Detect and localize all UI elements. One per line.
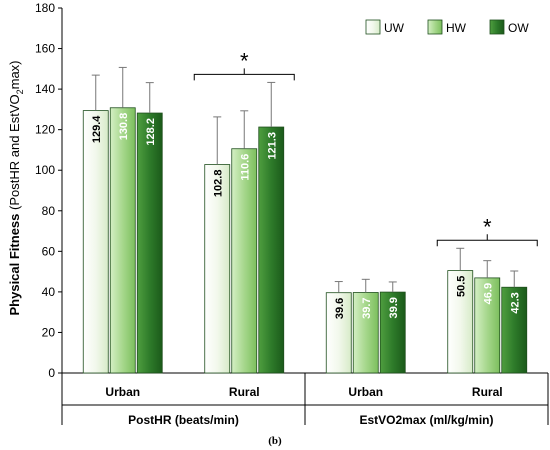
bar [82, 110, 109, 374]
bar [501, 286, 528, 374]
significance-star: * [240, 48, 249, 73]
y-tick-label: 140 [35, 82, 55, 96]
y-axis-label: Physical Fitness (PostHR and EstVO2max) [7, 60, 25, 315]
data-label: 46.9 [482, 283, 494, 304]
x-category-label: Rural [472, 385, 503, 399]
y-tick-label: 40 [42, 285, 56, 299]
x-category-label: Urban [348, 385, 383, 399]
data-label: 110.6 [239, 154, 251, 181]
data-label: 128.2 [145, 118, 157, 146]
x-category-label: Urban [105, 385, 140, 399]
bar [352, 292, 379, 374]
bar [325, 292, 352, 374]
legend-swatch [489, 19, 505, 35]
data-label: 102.8 [212, 170, 224, 198]
data-label: 42.3 [509, 292, 521, 313]
data-label: 121.3 [266, 132, 278, 160]
y-tick-label: 160 [35, 42, 55, 56]
bar [379, 291, 406, 374]
data-label: 129.4 [91, 115, 103, 143]
legend-label: HW [446, 21, 467, 35]
bar [204, 164, 231, 374]
significance-bracket [193, 68, 295, 81]
data-label: 50.5 [455, 276, 467, 297]
bar [258, 126, 285, 374]
y-tick-label: 180 [35, 1, 55, 15]
bar [231, 148, 258, 374]
legend-swatch [427, 19, 443, 35]
data-label: 39.7 [361, 297, 373, 318]
y-tick-label: 80 [42, 204, 56, 218]
y-tick-label: 100 [35, 163, 55, 177]
x-category-label: Rural [229, 385, 260, 399]
bar [109, 107, 136, 374]
bar [447, 270, 474, 374]
legend-label: UW [384, 21, 405, 35]
y-tick-label: 120 [35, 123, 55, 137]
data-label: 39.9 [388, 297, 400, 318]
significance-bracket [436, 234, 538, 247]
y-tick-label: 0 [48, 366, 55, 380]
bar [136, 112, 163, 374]
x-group-label: EstVO2max (ml/kg/min) [359, 413, 493, 427]
legend-swatch [365, 19, 381, 35]
y-tick-label: 60 [42, 244, 56, 258]
bar [474, 277, 501, 374]
significance-star: * [483, 214, 492, 239]
legend-label: OW [508, 21, 529, 35]
data-label: 130.8 [118, 113, 130, 141]
data-label: 39.6 [334, 298, 346, 319]
x-group-label: PostHR (beats/min) [128, 413, 239, 427]
legend: UW HW OW [365, 19, 529, 35]
figure-caption: (b) [268, 435, 282, 447]
y-tick-label: 20 [42, 325, 56, 339]
